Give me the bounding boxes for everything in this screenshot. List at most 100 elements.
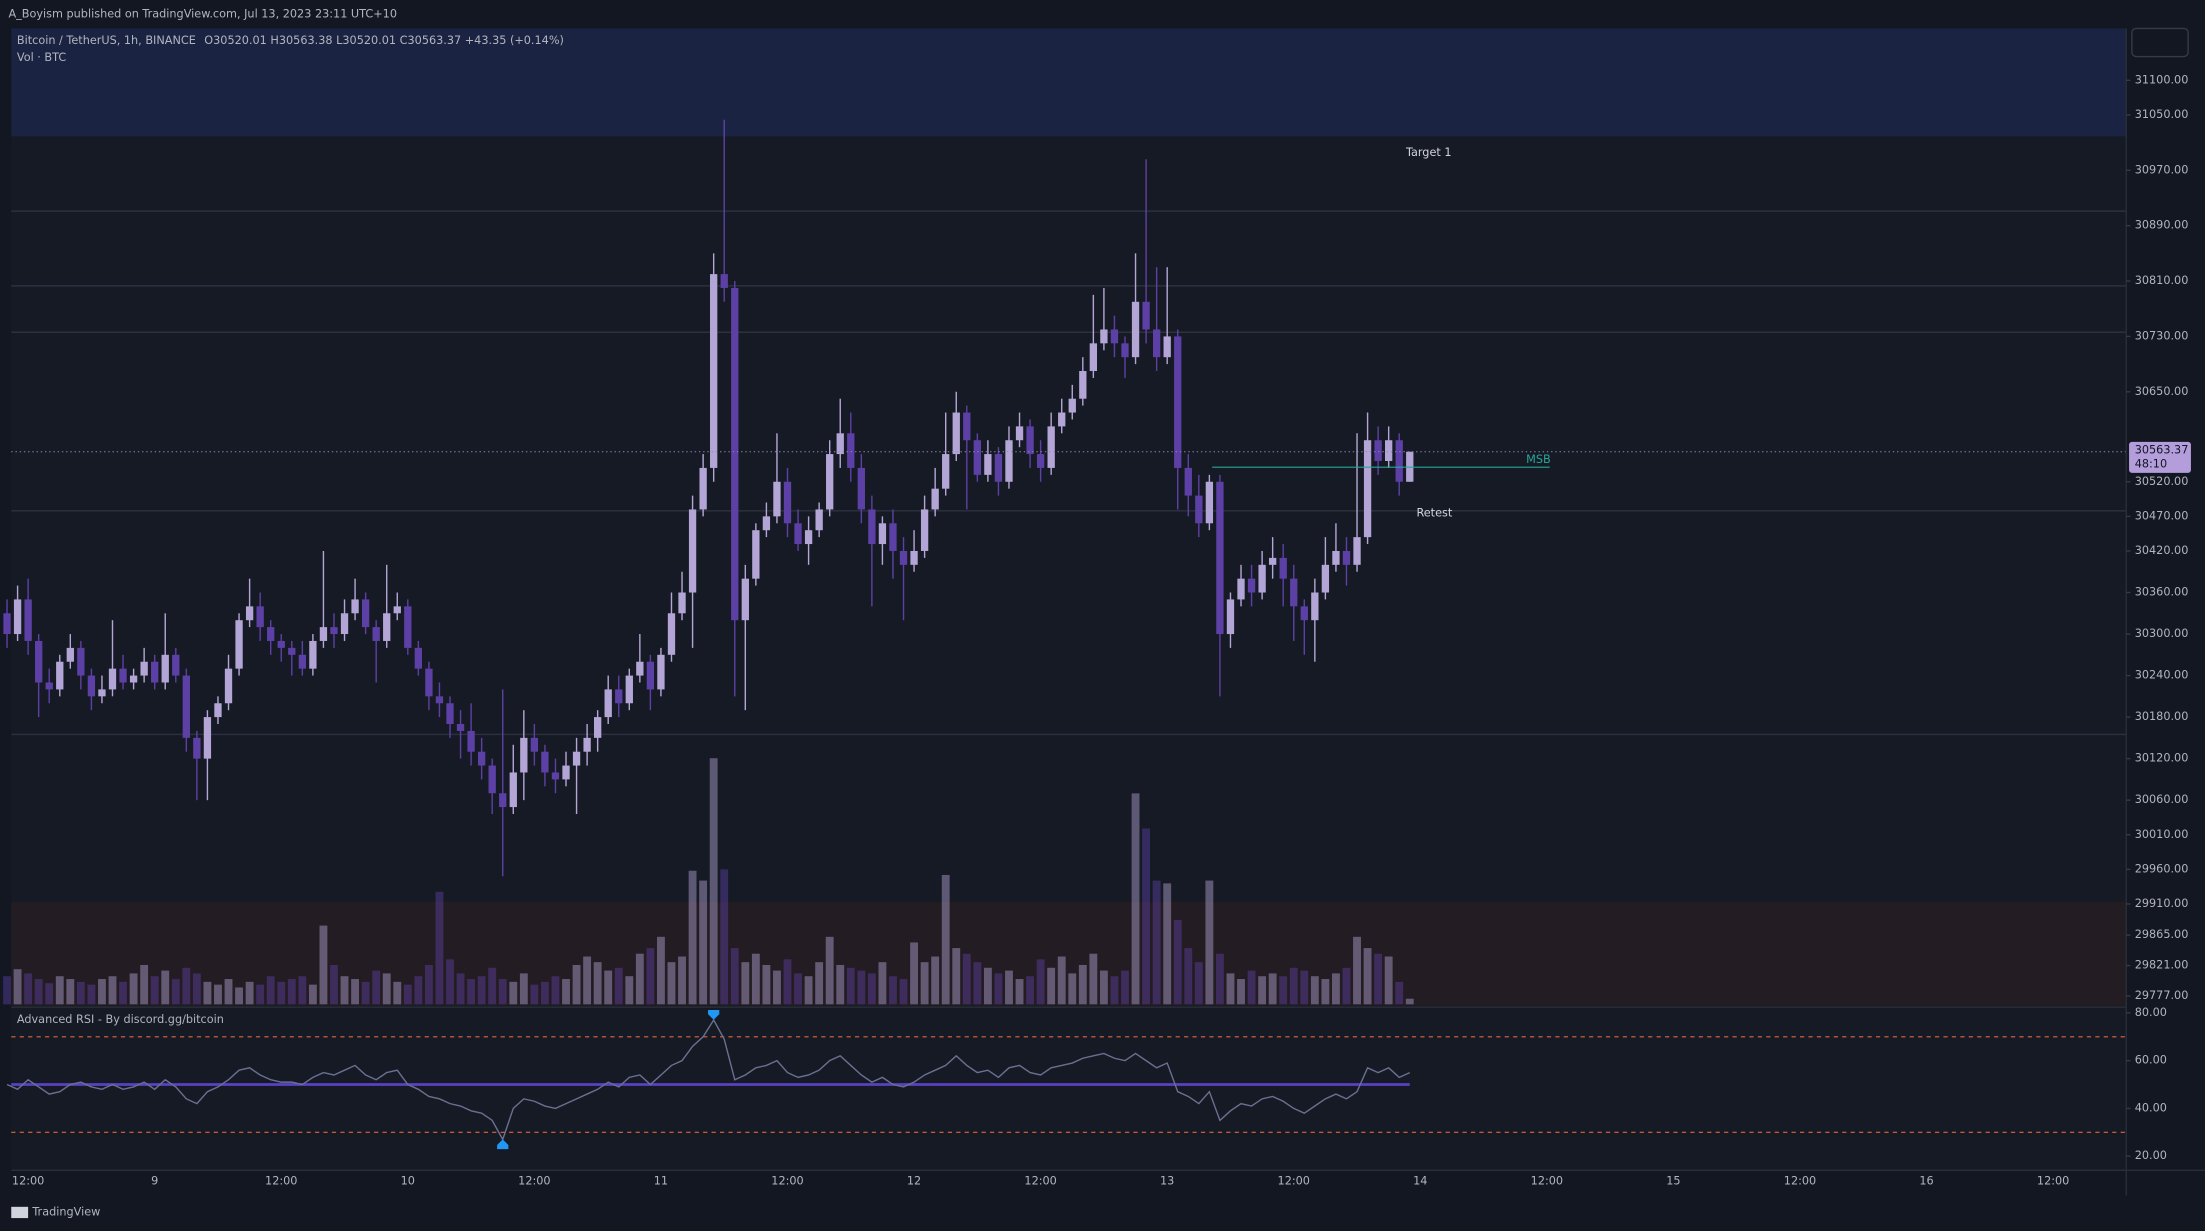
volume-bar <box>910 942 918 1005</box>
candle-body <box>836 433 844 455</box>
volume-bar <box>150 976 159 1005</box>
candle-body <box>1258 564 1266 593</box>
y-tick-label: 30970.00 <box>2135 163 2189 176</box>
candle-body <box>1311 592 1319 621</box>
candle-body <box>1374 440 1382 461</box>
volume-bar <box>1247 970 1256 1005</box>
brand-logo[interactable]: TradingView <box>11 1205 100 1218</box>
candle-body <box>119 668 127 683</box>
volume-bar <box>762 964 771 1005</box>
volume-bar <box>1384 956 1393 1005</box>
volume-bar <box>372 970 381 1005</box>
x-tick-label: 12:00 <box>518 1175 550 1188</box>
y-tick-label: 29865.00 <box>2135 928 2189 941</box>
candle-body <box>615 689 623 704</box>
y-tick-label: 30300.00 <box>2135 627 2189 640</box>
volume-bar <box>1194 962 1203 1005</box>
candle-body <box>108 668 117 690</box>
volume-bar <box>1237 979 1245 1005</box>
candle-body <box>594 717 602 738</box>
volume-bar <box>646 948 655 1005</box>
candle-body <box>1152 329 1161 358</box>
candle-body <box>1226 599 1235 635</box>
volume-bar <box>361 981 370 1005</box>
volume-bar <box>1142 828 1151 1005</box>
zone <box>11 901 2127 1006</box>
candle-body <box>309 640 317 669</box>
volume-bar <box>456 973 465 1005</box>
candle-body <box>572 751 581 766</box>
candle-body <box>931 488 939 510</box>
axis-button[interactable] <box>2131 27 2189 58</box>
volume-bar <box>1353 936 1361 1005</box>
volume-bar <box>3 976 11 1005</box>
candle-body <box>1100 329 1108 344</box>
candle-body <box>467 730 475 752</box>
volume-bar <box>1173 919 1182 1005</box>
volume-bar <box>498 979 507 1005</box>
candle-body <box>1205 481 1214 524</box>
rsi-signal <box>497 1139 509 1150</box>
candle-body <box>172 654 180 676</box>
candle-body <box>351 599 359 614</box>
volume-bar <box>1047 967 1056 1005</box>
volume-bar <box>1152 880 1161 1005</box>
volume-bar <box>920 962 929 1005</box>
y-tick-label: 29910.00 <box>2135 897 2189 910</box>
candle-body <box>857 467 865 510</box>
candle-body <box>203 717 212 759</box>
candle-body <box>604 689 612 718</box>
x-tick-label: 14 <box>1413 1175 1427 1188</box>
candle-body <box>140 661 148 676</box>
volume-bar <box>1089 953 1098 1005</box>
volume-bar <box>119 981 127 1005</box>
y-tick-label: 29777.00 <box>2135 989 2189 1002</box>
candle-body <box>319 627 328 641</box>
candle-body <box>752 530 760 579</box>
volume-bar <box>98 979 106 1005</box>
volume-bar <box>1226 973 1235 1005</box>
y-tick-label: 30470.00 <box>2135 509 2189 522</box>
candle-body <box>477 751 486 766</box>
volume-bar <box>192 973 201 1005</box>
last-price-tag <box>2129 441 2191 473</box>
volume-bar <box>467 979 476 1005</box>
volume-bar <box>203 981 212 1005</box>
candle-body <box>45 682 53 690</box>
candle-body <box>288 647 296 655</box>
x-tick-label: 12:00 <box>2037 1175 2069 1188</box>
rsi-signal <box>708 1009 720 1020</box>
y-tick-label: 30650.00 <box>2135 385 2189 398</box>
x-tick-label: 10 <box>401 1175 415 1188</box>
volume-bar <box>24 973 33 1005</box>
volume-bar <box>983 967 992 1005</box>
candle-body <box>499 793 507 808</box>
volume-bar <box>1215 953 1224 1005</box>
volume-bar <box>34 979 43 1005</box>
candle-body <box>847 433 855 468</box>
candle-body <box>920 509 929 551</box>
candle-body <box>1089 343 1098 372</box>
candle-body <box>372 627 380 641</box>
volume-bar <box>1279 976 1288 1005</box>
brand-name: TradingView <box>31 1205 100 1218</box>
candle-body <box>1279 557 1287 579</box>
candle-body <box>425 668 433 697</box>
volume-bar <box>245 981 254 1005</box>
volume-title: Vol · BTC <box>17 51 66 64</box>
candle-body <box>657 654 665 690</box>
candle-body <box>1216 481 1224 635</box>
volume-bar <box>519 973 528 1005</box>
candle-body <box>98 689 106 697</box>
candle-body <box>699 467 707 510</box>
candle-body <box>1247 578 1256 593</box>
candle-body <box>963 412 971 441</box>
volume-bar <box>899 979 908 1005</box>
volume-bar <box>551 976 560 1005</box>
x-tick-label: 12:00 <box>265 1175 297 1188</box>
volume-bar <box>720 869 729 1005</box>
y-tick-label: 30010.00 <box>2135 828 2189 841</box>
candle-body <box>868 509 876 545</box>
candle-body <box>404 606 412 648</box>
volume-bar <box>540 981 549 1005</box>
